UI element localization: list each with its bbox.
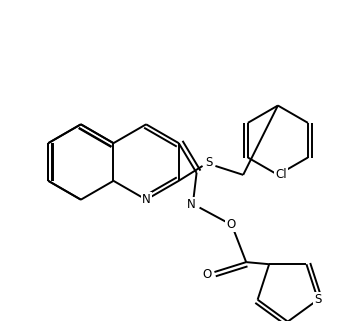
Text: O: O (227, 218, 236, 231)
Text: Cl: Cl (275, 168, 287, 181)
Text: O: O (202, 268, 211, 280)
Text: S: S (314, 293, 322, 306)
Text: N: N (142, 193, 151, 206)
Text: S: S (205, 156, 212, 169)
Text: N: N (187, 198, 196, 211)
